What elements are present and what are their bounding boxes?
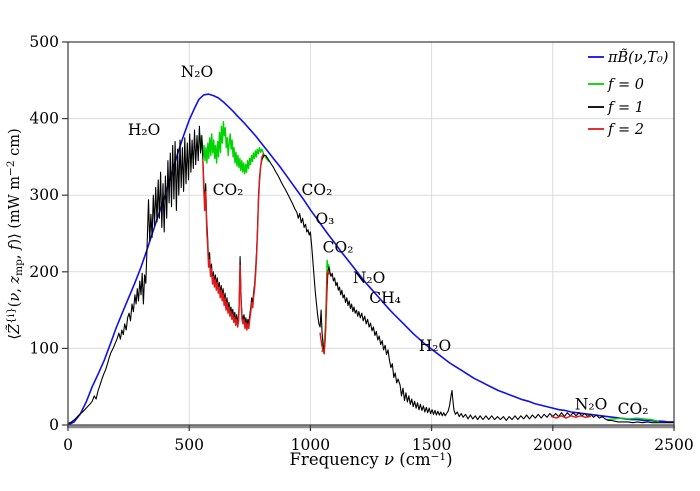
legend-label-planck: πB̃(ν,T₀) <box>607 48 668 66</box>
annotation-h₂o: H₂O <box>419 337 451 355</box>
ylabel-part: cm) <box>7 128 23 161</box>
y-tick-label: 300 <box>29 186 59 204</box>
ylabel-part: ⟨ <box>7 334 23 340</box>
legend-label-f2: f = 2 <box>607 122 644 138</box>
ylabel-part: )⟩ (mW m <box>7 175 23 245</box>
series-planck-line <box>67 93 675 426</box>
x-tick-label: 1500 <box>412 436 451 454</box>
y-tick-label: 0 <box>49 416 59 434</box>
annotation-co₂: CO₂ <box>213 181 244 199</box>
ylabel-part: z <box>7 275 23 284</box>
x-axis-label: Frequency ν (cm−1) <box>289 450 452 469</box>
series-f0-line <box>606 417 659 422</box>
ylabel-part: , <box>7 283 23 293</box>
series-f2-line <box>550 415 592 419</box>
plot-frame <box>67 41 675 426</box>
x-tick-label: 2000 <box>533 436 572 454</box>
y-axis-label: ⟨Z̃{i}(ν, zmp, f)⟩ (mW m−2 cm) <box>5 128 25 339</box>
x-tick-label: 0 <box>63 436 73 454</box>
ylabel-part: {i} <box>5 307 17 324</box>
legend-label-f0: f = 0 <box>607 77 644 93</box>
ylabel-part: ( <box>7 301 23 308</box>
x-tick-label: 1000 <box>291 436 330 454</box>
x-tick-label: 500 <box>174 436 204 454</box>
xlabel-part: ν <box>383 450 395 469</box>
ylabel-part: mp <box>13 259 25 276</box>
legend-label-f1: f = 1 <box>607 100 644 116</box>
annotation-o₃: O₃ <box>315 210 334 228</box>
ylabel-part: ν <box>7 292 23 302</box>
annotation-co₂: CO₂ <box>323 238 354 256</box>
ylabel-part: , <box>7 249 23 260</box>
annotation-ch₄: CH₄ <box>369 289 401 307</box>
xlabel-part: Frequency <box>289 450 384 469</box>
ylabel-part: f <box>7 244 23 250</box>
annotation-n₂o: N₂O <box>353 269 385 287</box>
series-f1-line <box>67 125 675 425</box>
y-tick-label: 500 <box>29 33 59 51</box>
xlabel-part: −1 <box>430 451 447 463</box>
ylabel-part: −2 <box>5 160 17 176</box>
annotation-co₂: CO₂ <box>618 400 649 418</box>
annotation-n₂o: N₂O <box>181 63 213 81</box>
annotation-co₂: CO₂ <box>302 181 333 199</box>
y-tick-label: 100 <box>29 339 59 357</box>
series-f0-line <box>199 120 270 175</box>
annotation-n₂o: N₂O <box>575 395 607 413</box>
xlabel-part: (cm <box>394 450 431 469</box>
ylabel-part: Z̃ <box>7 323 23 334</box>
annotation-h₂o: H₂O <box>128 121 160 139</box>
y-tick-label: 400 <box>29 110 59 128</box>
series-f2-line <box>202 153 265 331</box>
xlabel-part: ) <box>446 450 453 469</box>
x-tick-label: 2500 <box>654 436 693 454</box>
y-tick-label: 200 <box>29 263 59 281</box>
series-f2-line <box>319 270 330 355</box>
